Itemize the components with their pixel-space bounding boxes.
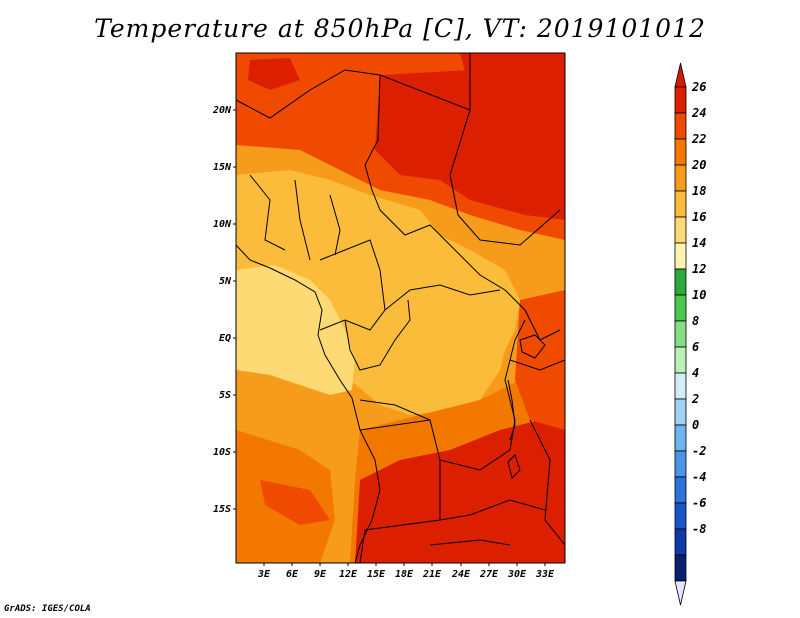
legend-label: 18 bbox=[692, 184, 706, 198]
lon-label: 9E bbox=[314, 569, 327, 580]
legend-swatch bbox=[674, 164, 687, 192]
north-hot-core bbox=[375, 70, 565, 220]
lon-label: 6E bbox=[286, 569, 299, 580]
border-congo bbox=[344, 299, 411, 371]
legend-swatch bbox=[674, 138, 687, 166]
sw-stripe bbox=[260, 480, 330, 525]
legend-label: 2 bbox=[691, 392, 699, 406]
border-central-2 bbox=[319, 239, 386, 331]
legend-label: -2 bbox=[692, 444, 706, 458]
lon-label: 21E bbox=[422, 569, 442, 580]
border-west-1 bbox=[249, 174, 341, 261]
legend-swatch bbox=[674, 216, 687, 244]
lon-label: 33E bbox=[535, 569, 555, 580]
legend-label: 16 bbox=[692, 210, 706, 224]
legend-label: 26 bbox=[691, 80, 706, 94]
west-central-amber bbox=[236, 170, 520, 415]
legend-label: 22 bbox=[691, 132, 706, 146]
grads-credit: GrADS: IGES/COLA bbox=[4, 604, 91, 614]
lat-label: 20N bbox=[212, 105, 232, 116]
legend-swatch bbox=[674, 554, 687, 582]
legend-overflow-triangle bbox=[674, 62, 687, 88]
coastal-pale bbox=[236, 265, 355, 395]
legend-label: 6 bbox=[692, 340, 699, 354]
legend-label: -6 bbox=[692, 496, 706, 510]
latitude-axis: 20N 15N 10N 5N EQ 5S 10S 15S bbox=[212, 105, 236, 515]
lat-label: 15S bbox=[213, 504, 231, 515]
lat-label: 10N bbox=[213, 219, 232, 230]
legend-swatch bbox=[674, 346, 687, 374]
legend-swatch bbox=[674, 424, 687, 452]
lon-label: 30E bbox=[507, 569, 527, 580]
lat-label: 5S bbox=[219, 390, 231, 401]
legend-label: 10 bbox=[692, 288, 706, 302]
south-hot-core bbox=[355, 420, 565, 563]
legend-swatch bbox=[674, 528, 687, 556]
legend-underflow-triangle bbox=[674, 580, 687, 606]
lake-victoria bbox=[519, 334, 546, 359]
legend-label: 0 bbox=[692, 418, 699, 432]
legend-swatch bbox=[674, 450, 687, 478]
legend-label: -8 bbox=[692, 522, 706, 536]
north-top-hot bbox=[460, 53, 565, 90]
lon-label: 27E bbox=[479, 569, 499, 580]
lon-label: 18E bbox=[395, 569, 414, 580]
border-south-west bbox=[359, 529, 511, 563]
lon-label: 3E bbox=[257, 569, 271, 580]
chart-title: Temperature at 850hPa [C], VT: 201910101… bbox=[94, 14, 706, 43]
legend-label: 14 bbox=[692, 236, 706, 250]
legend-swatch bbox=[674, 268, 687, 296]
lake-malawi bbox=[507, 454, 521, 479]
legend-label: 24 bbox=[691, 106, 706, 120]
country-borders bbox=[236, 53, 565, 563]
border-central-3 bbox=[384, 284, 501, 311]
border-central-1 bbox=[379, 209, 526, 311]
legend-label: 12 bbox=[692, 262, 706, 276]
legend-swatch bbox=[674, 112, 687, 140]
lat-label: EQ bbox=[219, 333, 231, 344]
border-north-3 bbox=[449, 109, 561, 246]
lat-label: 5N bbox=[219, 276, 232, 287]
map-frame bbox=[235, 52, 566, 564]
legend-swatch bbox=[674, 320, 687, 348]
border-north-2 bbox=[364, 74, 381, 211]
nw-hot bbox=[248, 58, 300, 90]
legend-swatch bbox=[674, 294, 687, 322]
legend-swatch bbox=[674, 86, 687, 114]
legend-swatch bbox=[674, 398, 687, 426]
lon-label: 15E bbox=[367, 569, 386, 580]
legend-swatch bbox=[674, 190, 687, 218]
lon-label: 24E bbox=[451, 569, 471, 580]
legend-label: -4 bbox=[692, 470, 706, 484]
legend-label: 20 bbox=[691, 158, 706, 172]
legend-swatch bbox=[674, 372, 687, 400]
coastline bbox=[236, 244, 381, 563]
legend-label: 8 bbox=[692, 314, 699, 328]
legend-swatch bbox=[674, 502, 687, 530]
legend-swatch bbox=[674, 476, 687, 504]
legend-label: 4 bbox=[692, 366, 699, 380]
lat-label: 10S bbox=[213, 447, 231, 458]
lon-label: 12E bbox=[339, 569, 358, 580]
lake-tanganyika bbox=[507, 379, 516, 441]
lat-label: 15N bbox=[213, 162, 232, 173]
east-hot-strip bbox=[515, 290, 565, 430]
border-zambia bbox=[439, 499, 546, 521]
temperature-field bbox=[236, 53, 565, 563]
longitude-axis: 3E 6E 9E 12E 15E 18E 21E 24E 27E 30E 33E bbox=[257, 563, 555, 580]
legend-swatch bbox=[674, 242, 687, 270]
